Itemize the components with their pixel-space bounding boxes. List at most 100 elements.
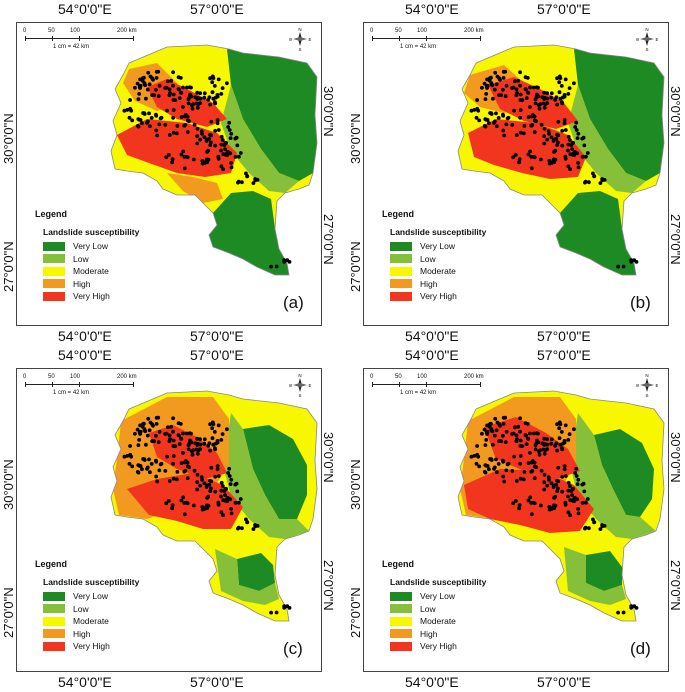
scale-tick-label: 100 xyxy=(70,28,81,34)
landslide-point xyxy=(216,77,221,82)
landslide-point xyxy=(147,111,151,116)
landslide-point xyxy=(155,479,160,484)
landslide-point xyxy=(583,526,587,531)
legend-item: Low xyxy=(43,603,195,616)
landslide-point xyxy=(171,70,176,75)
landslide-point xyxy=(220,484,225,488)
landslide-point xyxy=(183,469,188,473)
landslide-point xyxy=(501,422,506,426)
landslide-point xyxy=(528,451,532,455)
landslide-point xyxy=(495,420,500,425)
landslide-point xyxy=(171,429,175,434)
landslide-point xyxy=(166,79,170,84)
landslide-point xyxy=(480,431,484,436)
north-arrow-icon: N S W E xyxy=(288,27,312,52)
landslide-point xyxy=(492,433,497,438)
landslide-point xyxy=(177,442,182,446)
landslide-point xyxy=(533,101,538,106)
landslide-point xyxy=(228,482,233,486)
landslide-point xyxy=(148,420,153,425)
landslide-point xyxy=(518,416,522,421)
landslide-point xyxy=(167,479,172,483)
landslide-point xyxy=(571,151,576,156)
landslide-point xyxy=(560,489,565,494)
landslide-point xyxy=(549,95,554,100)
landslide-point xyxy=(185,118,190,123)
legend-swatch xyxy=(390,279,412,289)
landslide-point xyxy=(154,459,159,464)
landslide-point xyxy=(555,478,559,483)
landslide-point xyxy=(229,507,234,511)
landslide-point xyxy=(555,143,560,147)
landslide-point xyxy=(122,108,127,113)
map-panel-c: 54°0'0"E 57°0'0"E 54°0'0"E 57°0'0"E 30°0'0"N… xyxy=(0,346,338,692)
landslide-point xyxy=(557,426,562,431)
landslide-point xyxy=(195,487,200,492)
landslide-point xyxy=(181,85,185,90)
scale-tick-label: 100 xyxy=(417,28,428,34)
landslide-point xyxy=(211,442,216,447)
landslide-point xyxy=(567,432,572,436)
landslide-point xyxy=(563,154,568,159)
landslide-point xyxy=(573,125,578,129)
landslide-point xyxy=(482,81,487,86)
landslide-point xyxy=(147,82,152,87)
landslide-point xyxy=(528,149,533,154)
landslide-point xyxy=(523,75,528,80)
landslide-point xyxy=(212,430,217,434)
scale-bar: 0 50 100 200 km 1 cm = 42 km xyxy=(23,28,153,62)
landslide-point xyxy=(529,114,534,119)
landslide-point xyxy=(566,488,571,493)
landslide-point xyxy=(173,98,178,102)
landslide-point xyxy=(562,464,567,468)
landslide-point xyxy=(255,178,260,182)
susceptibility-zone-very-high xyxy=(127,473,243,529)
legend-label: High xyxy=(73,628,91,639)
landslide-point xyxy=(204,485,209,489)
landslide-point xyxy=(489,428,494,433)
landslide-point xyxy=(566,510,571,515)
landslide-point xyxy=(220,432,225,436)
landslide-point xyxy=(154,76,159,80)
landslide-point xyxy=(204,139,209,143)
landslide-point xyxy=(171,108,176,112)
scale-tick-label: 200 km xyxy=(117,374,137,380)
landslide-point xyxy=(524,87,528,92)
susceptibility-zone-very-low xyxy=(574,49,664,181)
map-legend: Legend Landslide susceptibility Very Low Lo… xyxy=(382,209,542,303)
landslide-point xyxy=(185,85,189,90)
map-legend: Legend Landslide susceptibility Very Low Lo… xyxy=(35,559,195,653)
landslide-point xyxy=(167,133,172,137)
landslide-point xyxy=(521,131,526,136)
landslide-point xyxy=(207,482,212,487)
legend-label: Very High xyxy=(73,291,110,302)
landslide-point xyxy=(171,83,175,88)
landslide-point xyxy=(512,454,516,459)
landslide-point xyxy=(154,474,159,479)
landslide-point xyxy=(228,136,233,140)
landslide-point xyxy=(127,461,132,466)
scale-bar: 0 50 100 200 km 1 cm = 42 km xyxy=(370,28,500,62)
landslide-point xyxy=(533,97,538,102)
compass-letter: W xyxy=(289,383,293,388)
landslide-point xyxy=(142,428,147,433)
landslide-point xyxy=(202,135,207,140)
landslide-point xyxy=(245,520,250,524)
map-frame: 0 50 100 200 km 1 cm = 42 km N S W E Legend Landsl… xyxy=(363,368,669,672)
landslide-point xyxy=(240,180,244,185)
landslide-point xyxy=(494,457,498,462)
landslide-point xyxy=(538,448,543,452)
susceptibility-map xyxy=(457,44,665,276)
landslide-point xyxy=(582,143,587,148)
landslide-point xyxy=(125,108,130,112)
landslide-point xyxy=(574,128,579,132)
latitude-label: 30°0'0"N xyxy=(348,113,363,164)
legend-swatch xyxy=(390,629,412,639)
landslide-point xyxy=(530,123,535,127)
landslide-point xyxy=(489,421,493,426)
landslide-point xyxy=(221,167,226,172)
landslide-point xyxy=(233,501,238,505)
landslide-point xyxy=(489,75,493,80)
landslide-point xyxy=(129,108,134,113)
landslide-point xyxy=(537,106,542,111)
